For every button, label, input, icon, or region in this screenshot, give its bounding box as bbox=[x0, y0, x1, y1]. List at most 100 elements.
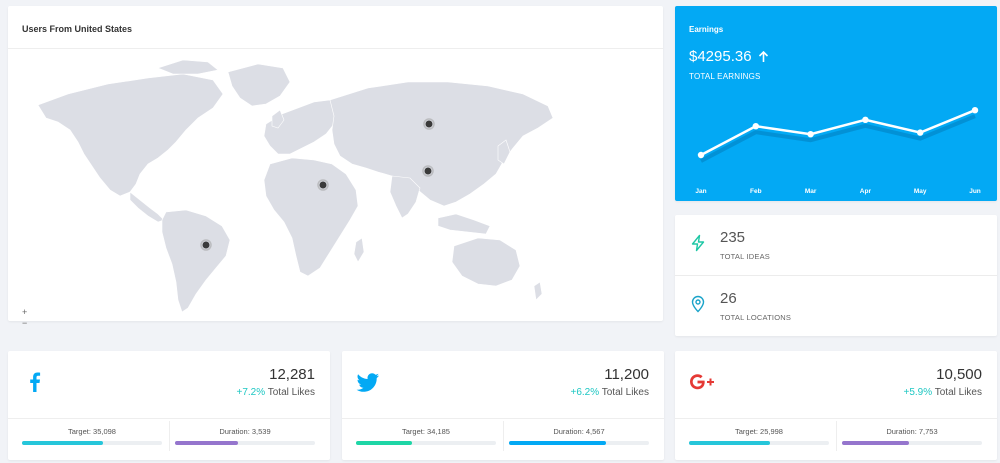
likes-count: 10,500 bbox=[936, 366, 982, 383]
twitter-icon[interactable] bbox=[356, 371, 382, 393]
earnings-point-feb[interactable] bbox=[752, 123, 759, 130]
duration-progress-fill bbox=[509, 441, 606, 445]
duration-label: Duration: 4,567 bbox=[553, 427, 605, 436]
map-card-divider bbox=[8, 48, 663, 49]
x-tick-label: Jun bbox=[969, 188, 981, 195]
duration-metric: Duration: 7,753 bbox=[842, 427, 982, 447]
duration-progress-fill bbox=[842, 441, 910, 445]
earnings-amount-row: $4295.36 bbox=[689, 48, 769, 65]
stat-row-ideas: 235 TOTAL IDEAS bbox=[675, 215, 997, 275]
world-map[interactable] bbox=[8, 50, 663, 312]
twitter-stats-card: 11,200 +6.2% Total Likes Target: 34,185 … bbox=[342, 351, 664, 460]
earnings-point-apr[interactable] bbox=[862, 116, 869, 123]
x-tick-label: Mar bbox=[805, 188, 817, 195]
x-tick-label: May bbox=[914, 188, 927, 195]
southeast-asia-shape bbox=[437, 213, 491, 235]
duration-label: Duration: 3,539 bbox=[219, 427, 271, 436]
likes-label: Total Likes bbox=[934, 387, 982, 398]
likes-label: Total Likes bbox=[601, 387, 649, 398]
stat-value: 26 bbox=[720, 290, 737, 307]
map-marker-brazil bbox=[202, 241, 210, 249]
south-america-shape bbox=[161, 209, 231, 312]
earnings-point-jun[interactable] bbox=[971, 107, 979, 114]
duration-label: Duration: 7,753 bbox=[886, 427, 938, 436]
google-plus-stats-card: 10,500 +5.9% Total Likes Target: 25,998 … bbox=[675, 351, 997, 460]
target-progress-track bbox=[689, 441, 829, 445]
earnings-line-chart: Jan Feb Mar Apr May Jun bbox=[695, 107, 981, 195]
target-progress-fill bbox=[689, 441, 771, 445]
target-progress-track bbox=[22, 441, 162, 445]
likes-count: 11,200 bbox=[604, 366, 649, 383]
likes-count: 12,281 bbox=[269, 366, 315, 383]
india-shape bbox=[389, 175, 421, 219]
madagascar-shape bbox=[353, 237, 365, 263]
earnings-point-jan[interactable] bbox=[697, 151, 705, 159]
map-card-title: Users From United States bbox=[22, 24, 133, 34]
google-plus-icon[interactable] bbox=[689, 371, 715, 393]
likes-growth: +5.9% bbox=[903, 387, 933, 398]
earnings-line bbox=[700, 109, 976, 157]
x-tick-label: Apr bbox=[860, 188, 872, 195]
map-marker-egypt bbox=[319, 181, 327, 189]
duration-metric: Duration: 4,567 bbox=[509, 427, 649, 447]
earnings-point-may[interactable] bbox=[917, 129, 924, 136]
target-progress-fill bbox=[356, 441, 412, 445]
africa-shape bbox=[263, 157, 359, 277]
europe-shape bbox=[263, 99, 339, 155]
map-marker-russia bbox=[425, 120, 433, 128]
map-marker-china bbox=[424, 167, 432, 175]
earnings-amount: $4295.36 bbox=[689, 48, 752, 65]
duration-progress-fill bbox=[175, 441, 238, 445]
likes-summary: +5.9% Total Likes bbox=[904, 387, 983, 398]
stats-card: 235 TOTAL IDEAS 26 TOTAL LOCATIONS bbox=[675, 215, 997, 336]
likes-summary: +6.2% Total Likes bbox=[571, 387, 650, 398]
facebook-icon[interactable] bbox=[22, 371, 48, 393]
users-map-card: Users From United States bbox=[8, 6, 663, 328]
earnings-title: Earnings bbox=[689, 25, 724, 34]
likes-growth: +7.2% bbox=[236, 387, 266, 398]
likes-summary: +7.2% Total Likes bbox=[237, 387, 316, 398]
card-divider bbox=[8, 418, 330, 419]
uk-shape bbox=[271, 109, 285, 129]
likes-growth: +6.2% bbox=[570, 387, 600, 398]
earnings-card: Earnings $4295.36 TOTAL EARNINGS Jan Feb M… bbox=[675, 6, 997, 201]
target-metric: Target: 25,998 bbox=[689, 427, 829, 447]
stats-divider bbox=[675, 275, 997, 276]
target-progress-fill bbox=[22, 441, 104, 445]
metric-divider bbox=[169, 421, 170, 451]
target-label: Target: 25,998 bbox=[735, 427, 783, 436]
earnings-point-mar[interactable] bbox=[807, 131, 814, 138]
lightning-icon bbox=[691, 234, 705, 252]
stat-row-locations: 26 TOTAL LOCATIONS bbox=[675, 276, 997, 336]
metric-divider bbox=[503, 421, 504, 451]
stat-label: TOTAL LOCATIONS bbox=[720, 313, 792, 322]
target-progress-track bbox=[356, 441, 496, 445]
x-tick-label: Jan bbox=[695, 188, 706, 195]
x-tick-label: Feb bbox=[750, 188, 762, 195]
stat-label: TOTAL IDEAS bbox=[720, 252, 770, 261]
facebook-stats-card: 12,281 +7.2% Total Likes Target: 35,098 … bbox=[8, 351, 330, 460]
target-metric: Target: 35,098 bbox=[22, 427, 162, 447]
arctic-islands-shape bbox=[157, 59, 219, 75]
duration-progress-track bbox=[175, 441, 315, 445]
arrow-up-icon bbox=[758, 50, 768, 62]
target-label: Target: 34,185 bbox=[402, 427, 450, 436]
card-divider bbox=[675, 418, 997, 419]
central-america-shape bbox=[129, 191, 165, 223]
target-metric: Target: 34,185 bbox=[356, 427, 496, 447]
asia-shape bbox=[329, 81, 554, 207]
greenland-shape bbox=[227, 63, 291, 107]
japan-shape bbox=[497, 139, 511, 165]
duration-metric: Duration: 3,539 bbox=[175, 427, 315, 447]
map-zoom-out-button[interactable]: − bbox=[22, 318, 28, 328]
map-pin-icon bbox=[691, 295, 705, 313]
card-divider bbox=[342, 418, 664, 419]
metric-divider bbox=[836, 421, 837, 451]
likes-label: Total Likes bbox=[267, 387, 315, 398]
map-zoom-in-button[interactable]: + bbox=[22, 307, 28, 317]
target-label: Target: 35,098 bbox=[68, 427, 116, 436]
duration-progress-track bbox=[509, 441, 649, 445]
north-america-shape bbox=[37, 73, 224, 197]
australia-shape bbox=[451, 237, 521, 287]
earnings-line-shadow bbox=[700, 114, 976, 163]
